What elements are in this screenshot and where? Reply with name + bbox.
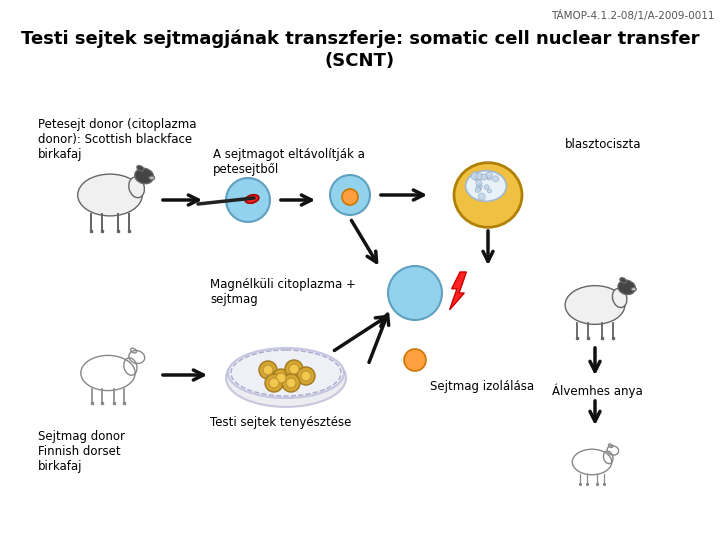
Ellipse shape [129,177,145,198]
Circle shape [226,178,270,222]
Text: Testi sejtek tenyésztése: Testi sejtek tenyésztése [210,416,351,429]
Ellipse shape [565,286,625,325]
Text: Álvemhes anya: Álvemhes anya [552,383,643,397]
Circle shape [330,175,370,215]
Circle shape [485,185,489,190]
Ellipse shape [135,168,153,184]
Circle shape [272,369,290,387]
Circle shape [263,365,273,375]
Polygon shape [449,272,467,310]
Circle shape [276,373,286,383]
Circle shape [476,180,482,186]
Ellipse shape [78,174,143,216]
Circle shape [301,371,311,381]
Text: blasztociszta: blasztociszta [565,138,642,151]
Circle shape [481,174,487,180]
Circle shape [289,364,299,374]
Circle shape [492,176,499,182]
Ellipse shape [245,195,259,203]
Circle shape [474,176,479,181]
Ellipse shape [149,176,155,180]
Ellipse shape [137,166,144,171]
Text: Petesejt donor (citoplazma
donor): Scottish blackface
birkafaj: Petesejt donor (citoplazma donor): Scott… [38,118,197,161]
Circle shape [286,378,296,388]
Circle shape [471,172,479,179]
Ellipse shape [466,171,506,201]
Circle shape [259,361,277,379]
Circle shape [265,374,283,392]
Circle shape [404,349,426,371]
Text: (SCNT): (SCNT) [325,52,395,70]
Circle shape [388,266,442,320]
Circle shape [477,184,482,190]
Circle shape [487,189,492,193]
Circle shape [487,176,492,180]
Text: TÁMOP-4.1.2-08/1/A-2009-0011: TÁMOP-4.1.2-08/1/A-2009-0011 [552,10,715,21]
Text: Testi sejtek sejtmagjának transzferje: somatic cell nuclear transfer: Testi sejtek sejtmagjának transzferje: s… [21,30,699,49]
Ellipse shape [620,278,626,283]
Circle shape [285,360,303,378]
Circle shape [477,186,481,191]
Text: Sejtmag donor
Finnish dorset
birkafaj: Sejtmag donor Finnish dorset birkafaj [38,430,125,473]
Ellipse shape [226,349,346,407]
Ellipse shape [228,348,344,398]
Circle shape [282,374,300,392]
Circle shape [342,189,358,205]
Ellipse shape [618,280,635,295]
Ellipse shape [613,288,627,307]
Ellipse shape [631,287,636,291]
Text: Sejtmag izolálása: Sejtmag izolálása [430,380,534,393]
Text: Magnélküli citoplazma +
sejtmag: Magnélküli citoplazma + sejtmag [210,278,356,306]
Circle shape [269,378,279,388]
Ellipse shape [454,163,522,227]
Circle shape [478,193,485,200]
Circle shape [476,173,482,180]
Circle shape [297,367,315,385]
Circle shape [475,187,480,192]
Circle shape [486,172,492,178]
Text: A sejtmagot eltávolítják a
petesejtből: A sejtmagot eltávolítják a petesejtből [213,148,365,176]
